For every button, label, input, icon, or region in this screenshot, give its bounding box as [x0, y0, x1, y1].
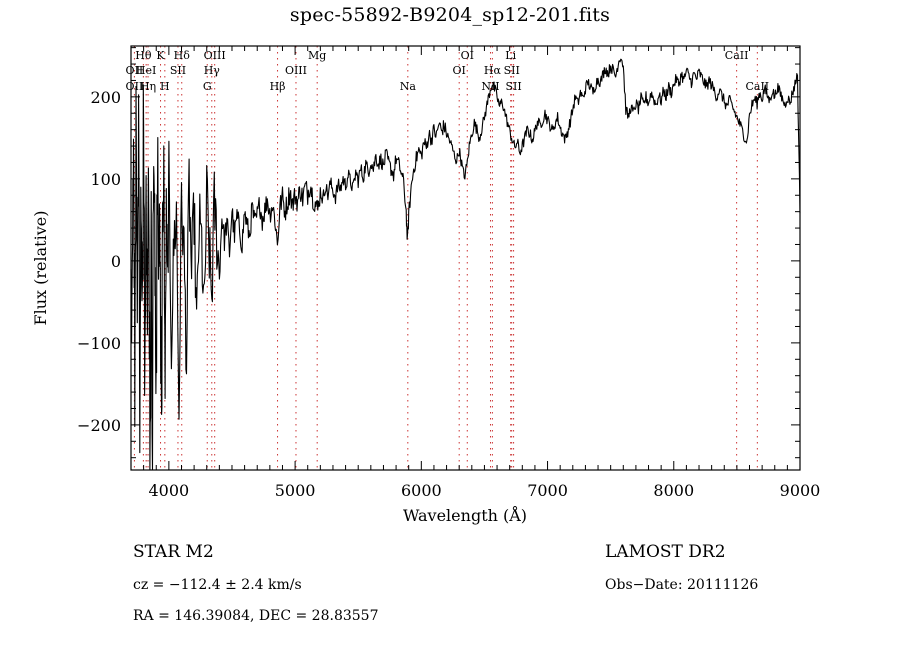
spectral-line-label: Hθ [135, 49, 152, 62]
y-axis-title: Flux (relative) [31, 211, 50, 326]
spectral-line-label: G [203, 80, 212, 93]
object-type-line: STAR M2 [133, 542, 214, 562]
redshift-velocity-line: cz = −112.4 ± 2.4 km/s [133, 577, 302, 593]
x-tick-label: 4000 [149, 481, 190, 500]
spectral-line-label: Hη [140, 80, 156, 93]
spectral-line-label: SII [504, 64, 520, 77]
spectral-line-label: Hδ [174, 49, 191, 62]
spectral-line-label: OIII [204, 49, 226, 62]
spectral-line-label: H [160, 80, 170, 93]
y-tick-label: −200 [77, 416, 121, 435]
spectral-line-label: HeI [136, 64, 156, 77]
plot-frame [130, 45, 801, 471]
y-tick-label: 100 [90, 170, 121, 189]
x-tick-label: 5000 [275, 481, 316, 500]
spectral-line-label: Hβ [270, 80, 286, 93]
spectral-line-label: OII [126, 64, 144, 77]
y-axis-tick-labels: 200 100 0 −100 −200 [77, 88, 121, 435]
spectral-line-label: SII [170, 64, 186, 77]
page-title: spec-55892-B9204_sp12-201.fits [289, 4, 611, 26]
coordinates-line: RA = 146.39084, DEC = 28.83557 [133, 608, 378, 624]
spectrum-line [130, 58, 801, 471]
y-tick-label: 200 [90, 88, 121, 107]
spectral-line-label: CaII [725, 49, 749, 62]
x-tick-label: 7000 [527, 481, 568, 500]
spectral-line-label: Hγ [204, 64, 221, 77]
y-tick-label: −100 [77, 334, 121, 353]
x-axis-title: Wavelength (Å) [403, 505, 527, 525]
spectral-line-label: OIII [285, 64, 307, 77]
observation-date-line: Obs−Date: 20111126 [605, 577, 758, 593]
x-tick-label: 6000 [401, 481, 442, 500]
spectral-line-label: Li [505, 49, 516, 62]
axes-box [130, 45, 801, 471]
spectral-line-label: NII [481, 80, 499, 93]
spectral-line-label: SII [505, 80, 521, 93]
spectral-line-label: OII [126, 80, 144, 93]
spectral-line-label: CaII [745, 80, 769, 93]
x-axis-tick-labels: 4000 5000 6000 7000 8000 9000 [149, 481, 821, 500]
spectral-line-label: OI [461, 49, 474, 62]
x-tick-label: 8000 [653, 481, 694, 500]
spectrum-trace [130, 58, 801, 471]
spectral-line-label: Na [400, 80, 417, 93]
spectral-line-label: OI [453, 64, 466, 77]
spectral-line-label: K [156, 49, 165, 62]
spectral-line-label: Hα [484, 64, 502, 77]
spectral-marker-lines [133, 46, 758, 470]
survey-line: LAMOST DR2 [605, 542, 726, 562]
x-tick-label: 9000 [780, 481, 821, 500]
y-tick-label: 0 [111, 252, 121, 271]
spectral-line-label: Mg [308, 49, 326, 62]
